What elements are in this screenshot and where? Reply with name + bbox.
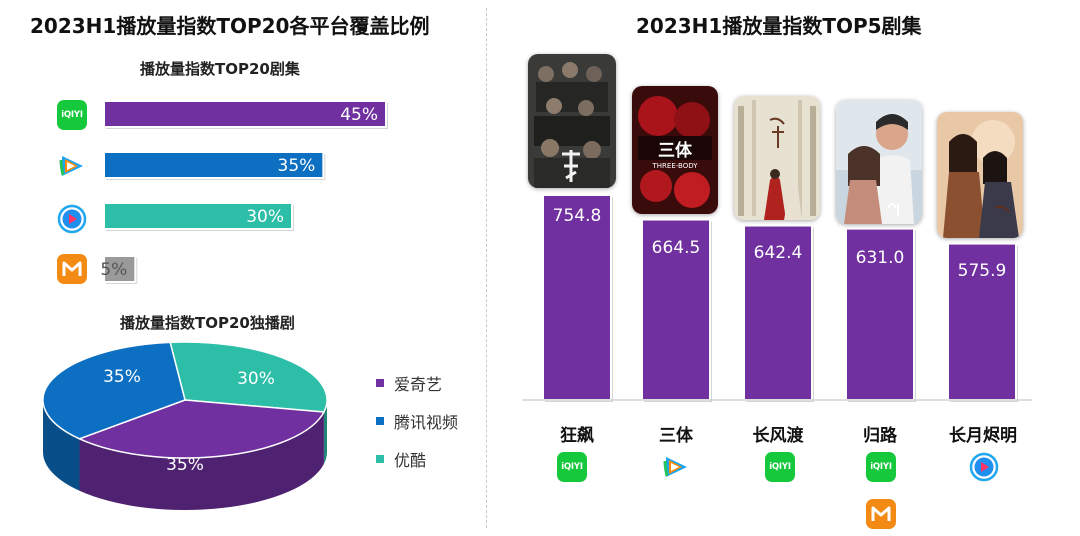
drama-name-santi: 三体 [659, 426, 693, 446]
guilu-iqiyi-logo-icon: iQIYI [866, 452, 896, 482]
pie-slice-youku [169, 341, 328, 413]
section-divider [486, 8, 487, 528]
poster-santi-en: THREE-BODY [652, 162, 699, 170]
legend-label-tencent: 腾讯视频 [394, 413, 459, 432]
coverage-bar-label-tencent: 35% [278, 156, 316, 176]
legend-item-iqiyi: 爱奇艺 [376, 371, 442, 395]
coverage-bar-tencent [103, 151, 325, 179]
top5-bar-guilu [845, 227, 915, 401]
coverage-bar-youku [103, 202, 293, 230]
top5-bar-label-santi: 664.5 [652, 238, 701, 258]
guilu-mango-tv-logo-icon [866, 499, 896, 529]
legend-label-iqiyi: 爱奇艺 [394, 375, 443, 394]
top5-bar-santi [641, 218, 711, 401]
pie-side-youku [323, 400, 327, 465]
coverage-bar-label-youku: 30% [246, 207, 284, 227]
top5-bar-chart: 754.8 664.5 642.4 631.0 575.9 [522, 194, 1032, 402]
iqiyi-logo-icon: iQIYI [57, 100, 87, 130]
pie-label-youku: 30% [237, 369, 275, 389]
mango-tv-logo-icon [57, 254, 87, 284]
youku-logo-icon [57, 204, 87, 234]
pie-slice-iqiyi [77, 399, 326, 459]
legend-label-youku: 优酷 [394, 451, 427, 470]
left-chart-title: 2023H1播放量指数TOP20各平台覆盖比例 [30, 14, 430, 38]
poster-santi: 三体 THREE-BODY [632, 86, 718, 214]
tencent-video-logo-icon [57, 151, 87, 181]
coverage-bar-mango [103, 255, 137, 283]
pie-label-iqiyi: 35% [166, 455, 204, 475]
poster-changfengdu [734, 96, 820, 220]
legend-item-tencent: 腾讯视频 [376, 409, 458, 433]
drama-name-guilu: 归路 [863, 426, 897, 446]
drama-name-changyuejinming: 长月烬明 [949, 426, 1017, 446]
top5-bar-changfengdu [743, 224, 813, 401]
pie-side-tencent [43, 400, 80, 491]
top5-bar-label-guilu: 631.0 [856, 248, 905, 268]
poster-changyuejinming [937, 112, 1023, 238]
right-chart-title: 2023H1播放量指数TOP5剧集 [636, 14, 922, 38]
legend-item-youku: 优酷 [376, 447, 426, 471]
top5-bar-label-changyuejinming: 575.9 [958, 261, 1007, 281]
poster-kuangbiao [528, 54, 616, 188]
kuangbiao-iqiyi-logo-icon: iQIYI [557, 452, 587, 482]
pie-side-iqiyi [79, 412, 324, 510]
legend-swatch-youku [376, 455, 384, 463]
drama-name-changfengdu: 长风渡 [752, 426, 804, 446]
coverage-bar-subtitle: 播放量指数TOP20剧集 [140, 60, 300, 78]
top5-bar-changyuejinming [947, 242, 1017, 401]
coverage-bar-iqiyi [103, 100, 387, 128]
coverage-bar-label-mango: 5% [100, 260, 127, 280]
poster-santi-cn: 三体 [658, 140, 693, 161]
exclusive-pie-subtitle: 播放量指数TOP20独播剧 [120, 314, 295, 332]
poster-guilu [836, 100, 922, 224]
legend-swatch-iqiyi [376, 379, 384, 387]
drama-name-kuangbiao: 狂飙 [560, 426, 594, 446]
coverage-bar-chart: 45% 35% 30% 5% [100, 100, 388, 284]
pie-slice-tencent [42, 341, 186, 440]
exclusive-pie-chart: 30% 35% 35% [42, 341, 328, 510]
top5-bar-label-kuangbiao: 754.8 [553, 206, 602, 226]
top5-bar-kuangbiao [542, 194, 612, 401]
changyuejinming-youku-logo-icon [969, 452, 999, 482]
legend-swatch-tencent [376, 417, 384, 425]
top5-bar-label-changfengdu: 642.4 [754, 243, 803, 263]
changfengdu-iqiyi-logo-icon: iQIYI [765, 452, 795, 482]
santi-tencent-video-logo-icon [661, 452, 691, 482]
pie-label-tencent: 35% [103, 367, 141, 387]
coverage-bar-label-iqiyi: 45% [340, 105, 378, 125]
